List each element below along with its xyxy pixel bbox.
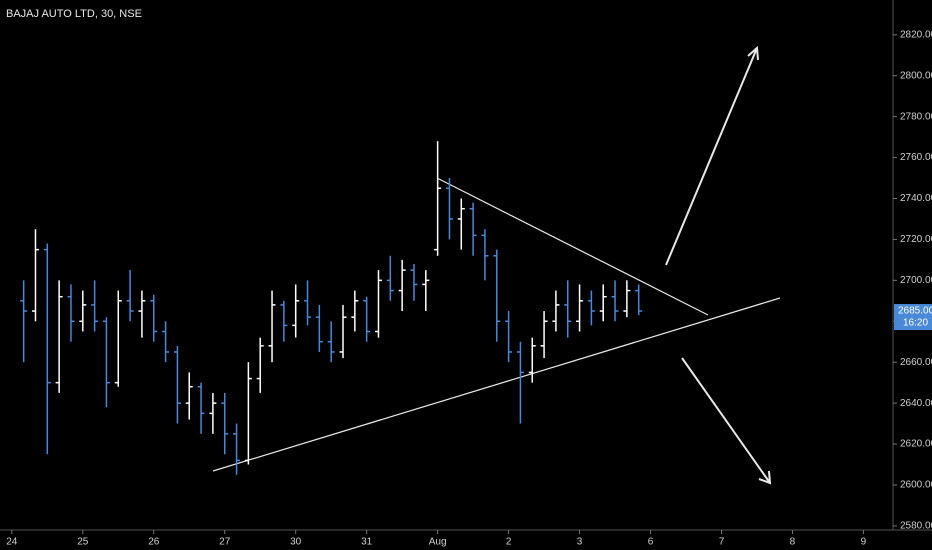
countdown: 16:20 bbox=[903, 318, 928, 329]
y-tick-label: 2660.00 bbox=[900, 357, 932, 368]
trend-line bbox=[212, 297, 781, 472]
x-tick-label: 8 bbox=[790, 537, 796, 548]
y-tick-label: 2720.00 bbox=[900, 234, 932, 245]
y-tick-label: 2780.00 bbox=[900, 111, 932, 122]
x-tick-label: 30 bbox=[290, 537, 302, 548]
chart-title: BAJAJ AUTO LTD, 30, NSE bbox=[6, 8, 142, 20]
x-tick-label: 26 bbox=[148, 537, 160, 548]
y-tick-label: 2640.00 bbox=[900, 398, 932, 409]
y-tick-label: 2700.00 bbox=[900, 275, 932, 286]
y-tick-label: 2800.00 bbox=[900, 70, 932, 81]
x-tick-label: 27 bbox=[219, 537, 231, 548]
arrow bbox=[681, 357, 771, 484]
x-tick-label: 31 bbox=[361, 537, 373, 548]
last-price-label: 2685.00 bbox=[898, 306, 932, 317]
y-tick-label: 2740.00 bbox=[900, 193, 932, 204]
x-tick-label: 7 bbox=[719, 537, 725, 548]
y-tick-label: 2820.00 bbox=[900, 29, 932, 40]
x-tick-label: 24 bbox=[6, 537, 18, 548]
trend-line bbox=[436, 177, 709, 316]
last-price-box bbox=[894, 304, 932, 331]
arrow bbox=[665, 47, 758, 266]
y-tick-label: 2580.00 bbox=[900, 521, 932, 532]
x-tick-label: 6 bbox=[648, 537, 654, 548]
x-tick-label: 2 bbox=[506, 537, 512, 548]
y-tick-label: 2760.00 bbox=[900, 152, 932, 163]
x-tick-label: 25 bbox=[77, 537, 89, 548]
arrow-head bbox=[758, 470, 772, 485]
drawings bbox=[212, 45, 781, 485]
arrow-head bbox=[747, 45, 759, 61]
x-tick-label: Aug bbox=[429, 537, 447, 548]
x-tick-label: 9 bbox=[861, 537, 867, 548]
y-tick-label: 2620.00 bbox=[900, 439, 932, 450]
x-tick-label: 3 bbox=[577, 537, 583, 548]
y-tick-label: 2600.00 bbox=[900, 480, 932, 491]
